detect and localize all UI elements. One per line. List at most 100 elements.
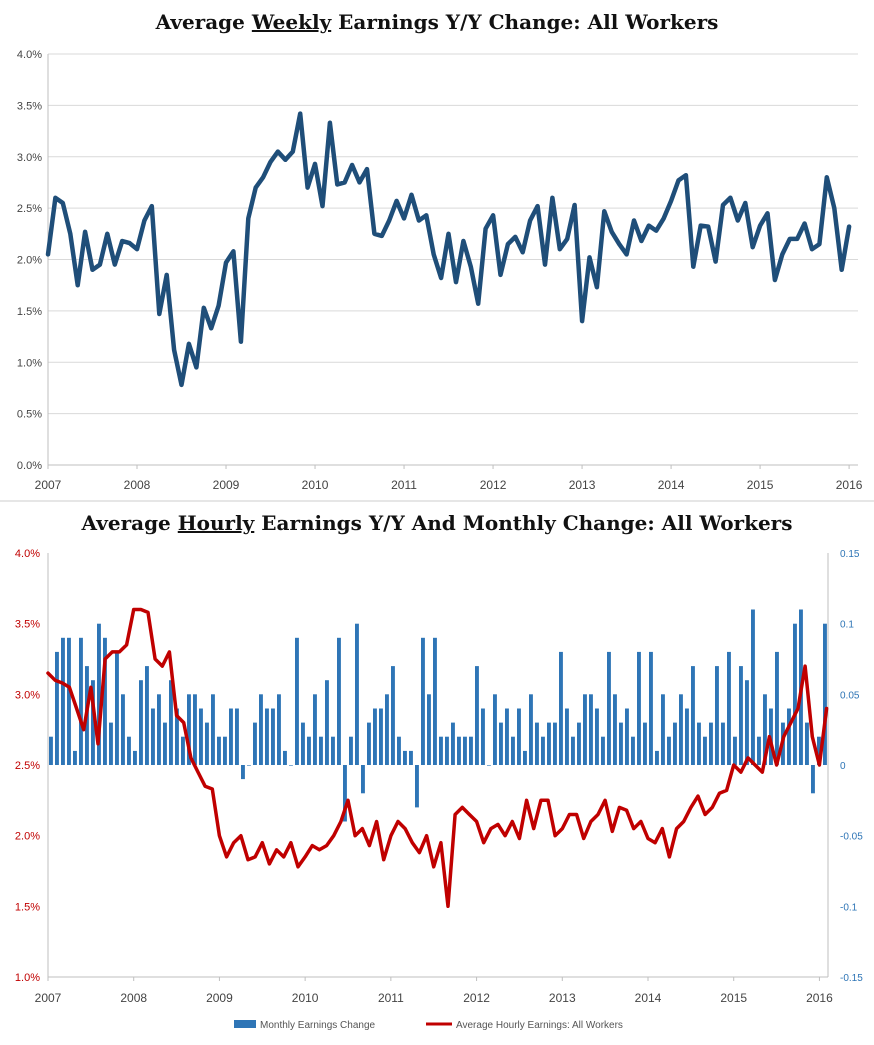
x-tick-label: 2011 [378,991,404,1005]
monthly-change-bar [793,623,797,765]
monthly-change-bar [619,722,623,765]
monthly-change-bar [505,708,509,765]
weekly-earnings-line [45,111,852,388]
y-tick-label: 3.0% [17,152,42,164]
monthly-change-bar [217,736,221,765]
monthly-change-bar [673,722,677,765]
weekly-title-post: Earnings Y/Y Change: All Workers [331,10,719,34]
monthly-change-bar [379,708,383,765]
monthly-change-bar [163,722,167,765]
left-y-tick-label: 1.5% [15,901,40,913]
x-tick-label: 2009 [206,991,233,1005]
monthly-change-bar [139,680,143,765]
monthly-change-bar [523,750,527,765]
y-tick-label: 0.5% [17,409,42,421]
x-tick-label: 2013 [549,991,576,1005]
monthly-change-bar [451,722,455,765]
monthly-change-bar [61,637,65,765]
x-tick-label: 2014 [635,991,662,1005]
right-y-tick-label: -0.05 [840,832,863,843]
monthly-change-bar [649,651,653,765]
right-y-tick-label: 0.1 [840,620,854,631]
monthly-change-bar [187,694,191,765]
monthly-change-bar [817,736,821,765]
y-tick-label: 2.0% [17,255,42,267]
monthly-change-bar [595,708,599,765]
monthly-change-bar [433,637,437,765]
monthly-change-bar [733,736,737,765]
monthly-change-bar [181,736,185,765]
y-tick-label: 2.5% [17,203,42,215]
monthly-change-bar [157,694,161,765]
monthly-change-bar [529,694,533,765]
monthly-change-bar [229,708,233,765]
monthly-change-bar [91,680,95,765]
monthly-change-bar [445,736,449,765]
monthly-change-bar [553,722,557,765]
monthly-change-bar [397,736,401,765]
monthly-change-bar [133,750,137,765]
monthly-change-bar [805,722,809,765]
monthly-change-bar [223,736,227,765]
left-y-tick-label: 2.0% [15,831,40,843]
monthly-change-bar [289,765,293,766]
monthly-change-bar [691,666,695,765]
monthly-change-bar [637,651,641,765]
left-y-tick-label: 4.0% [15,548,40,560]
monthly-change-bar [457,736,461,765]
hourly-title-pre: Average [81,511,178,535]
monthly-change-bar [811,765,815,794]
monthly-change-bar [349,736,353,765]
monthly-change-bar [643,722,647,765]
monthly-change-bar [421,637,425,765]
monthly-change-bar [679,694,683,765]
panel-divider [0,500,874,502]
hourly-earnings-chart: 1.0% 1.5% 2.0% 2.5% 3.0% 3.5% 4.0% -0.15 -0.1 -0.… [15,548,863,1031]
monthly-change-bar [427,694,431,765]
monthly-change-bar [715,666,719,765]
monthly-change-bar [565,708,569,765]
monthly-change-bar [625,708,629,765]
monthly-change-bar [613,694,617,765]
monthly-change-bar [415,765,419,808]
hourly-chart-title: Average Hourly Earnings Y/Y And Monthly … [0,511,874,535]
weekly-title-pre: Average [155,10,252,34]
monthly-change-bar [583,694,587,765]
weekly-title-underlined: Weekly [251,10,332,34]
monthly-change-bar [661,694,665,765]
monthly-change-bar [193,694,197,765]
monthly-change-bar [79,637,83,765]
monthly-change-bar [277,694,281,765]
left-y-tick-label: 1.0% [15,972,40,984]
right-y-tick-label: 0.05 [840,690,860,701]
monthly-change-bar [463,736,467,765]
monthly-change-bar [487,765,491,766]
weekly-chart-title: Average Weekly Earnings Y/Y Change: All … [0,10,874,34]
monthly-change-bar [703,736,707,765]
x-tick-label: 2008 [120,991,147,1005]
monthly-change-bar [97,623,101,765]
monthly-change-bar [169,680,173,765]
x-tick-label: 2012 [463,991,490,1005]
monthly-change-bar [721,722,725,765]
monthly-change-bar [109,722,113,765]
monthly-change-bar [253,722,257,765]
legend-line-label: Average Hourly Earnings: All Workers [456,1020,623,1031]
monthly-change-bar [517,708,521,765]
monthly-change-bar [103,637,107,765]
hourly-earnings-line [46,607,829,909]
y-tick-label: 1.5% [17,306,42,318]
x-tick-label: 2016 [806,991,833,1005]
y-tick-label: 3.5% [17,100,42,112]
x-tick-label: 2009 [213,478,240,492]
monthly-change-bar [499,722,503,765]
hourly-earnings-panel: Average Hourly Earnings Y/Y And Monthly … [0,502,874,1045]
monthly-change-bar [175,708,179,765]
right-y-tick-label: 0 [840,761,846,772]
weekly-earnings-chart: 0.0% 0.5% 1.0% 1.5% 2.0% 2.5% 3.0% 3.5% 4.0% 2007… [17,49,863,492]
monthly-change-bar [697,722,701,765]
monthly-change-bar [205,722,209,765]
y-tick-label: 0.0% [17,460,42,472]
monthly-change-bar [241,765,245,780]
monthly-change-bar [745,680,749,765]
